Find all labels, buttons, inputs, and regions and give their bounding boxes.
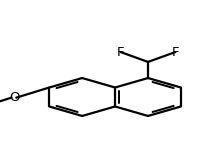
Text: O: O — [9, 91, 19, 104]
Text: F: F — [117, 46, 124, 59]
Text: F: F — [172, 46, 179, 59]
